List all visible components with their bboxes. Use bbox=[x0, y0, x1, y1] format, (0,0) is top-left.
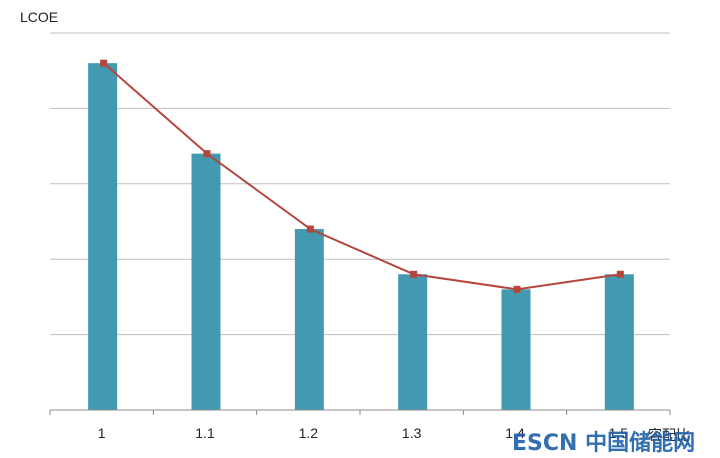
line-marker bbox=[203, 150, 211, 158]
watermark-text: ESCN 中国储能网 bbox=[512, 430, 695, 456]
x-tick-label: 1.2 bbox=[299, 425, 319, 441]
line-marker bbox=[100, 59, 108, 67]
bar bbox=[604, 274, 634, 410]
x-axis bbox=[49, 409, 671, 415]
y-axis-title: LCOE bbox=[20, 9, 58, 25]
line-marker bbox=[410, 270, 418, 278]
x-tick-label: 1.3 bbox=[402, 425, 422, 441]
bar bbox=[501, 289, 531, 410]
bar-series bbox=[88, 63, 634, 410]
series-line bbox=[103, 62, 621, 291]
x-tick-label: 1.1 bbox=[195, 425, 215, 441]
gridlines bbox=[50, 32, 670, 336]
line-marker bbox=[616, 270, 624, 278]
tick-labels: 1 1.1 1.2 1.3 1.4 1.5 bbox=[98, 425, 629, 441]
bar bbox=[191, 153, 221, 410]
x-tick-label: 1 bbox=[98, 425, 106, 441]
x-tick-label: 1.4 bbox=[505, 425, 525, 441]
line-series bbox=[100, 59, 624, 293]
bar bbox=[88, 63, 118, 410]
bar bbox=[398, 274, 428, 410]
line-marker bbox=[513, 285, 521, 293]
bar bbox=[294, 229, 324, 410]
x-tick-label: 1.5 bbox=[609, 425, 629, 441]
line-marker bbox=[306, 225, 314, 233]
escn-watermark: ESCN 中国储能网 bbox=[512, 430, 695, 456]
x-axis-title: 容配比 bbox=[648, 427, 690, 443]
